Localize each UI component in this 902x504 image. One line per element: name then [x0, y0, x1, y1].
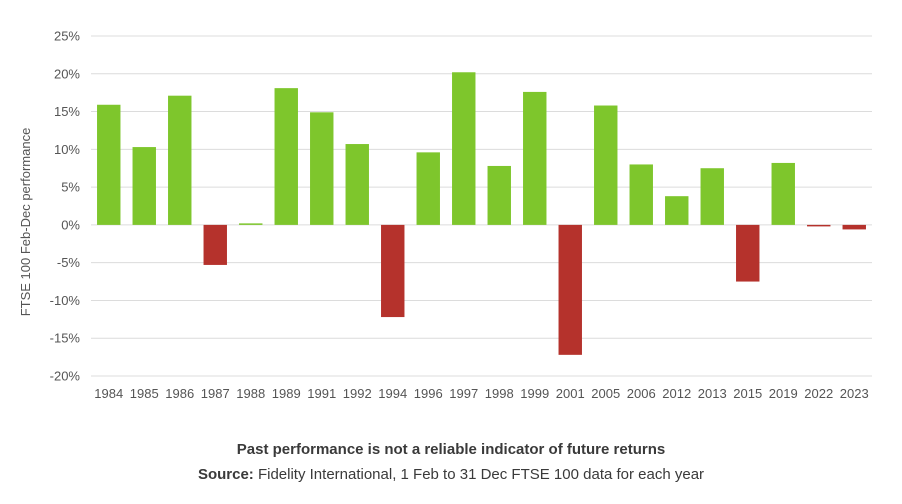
x-tick-label: 1984	[94, 386, 123, 401]
x-tick-label: 2005	[591, 386, 620, 401]
bar-2015	[736, 224, 760, 282]
x-axis-ticks: 1984 1985 1986 1987 1988 1989 1991 1992 1994 1996…	[94, 386, 868, 401]
bar-2006	[629, 164, 653, 225]
bar-1997	[452, 72, 476, 225]
bar-1994	[381, 224, 405, 318]
bar-1996	[416, 152, 440, 225]
x-tick-label: 1988	[236, 386, 265, 401]
source-text: Fidelity International, 1 Feb to 31 Dec …	[253, 466, 705, 483]
bar-2001	[558, 224, 582, 355]
y-axis-label: FTSE 100 Feb-Dec performance	[18, 128, 33, 317]
y-tick-label: 10%	[54, 142, 80, 157]
y-tick-label: 0%	[61, 217, 80, 232]
x-tick-label: 2012	[662, 386, 691, 401]
x-tick-label: 2001	[556, 386, 585, 401]
x-tick-label: 1997	[449, 386, 478, 401]
x-tick-label: 1987	[201, 386, 230, 401]
bars	[97, 72, 866, 355]
bar-1984	[97, 104, 121, 225]
bar-1988	[239, 223, 263, 225]
bar-2005	[594, 105, 618, 225]
bar-1985	[132, 147, 156, 225]
x-tick-label: 2023	[840, 386, 869, 401]
bar-2013	[700, 168, 724, 225]
x-tick-label: 1999	[520, 386, 549, 401]
x-tick-label: 1998	[485, 386, 514, 401]
bar-1987	[203, 224, 227, 265]
chart: 25% 20% 15% 10% 5% 0% -5% -10% -15% -20% 1984 1985…	[18, 29, 872, 401]
x-tick-label: 1986	[165, 386, 194, 401]
y-tick-label: -20%	[50, 369, 81, 384]
source-note: Source: Fidelity International, 1 Feb to…	[0, 466, 902, 483]
bar-2022	[807, 224, 831, 227]
bar-1986	[168, 95, 192, 225]
x-tick-label: 2006	[627, 386, 656, 401]
x-tick-label: 2022	[804, 386, 833, 401]
x-tick-label: 1994	[378, 386, 407, 401]
bar-1991	[310, 112, 334, 225]
x-tick-label: 1989	[272, 386, 301, 401]
y-tick-label: 25%	[54, 29, 80, 44]
y-tick-label: -10%	[50, 293, 81, 308]
x-tick-label: 2019	[769, 386, 798, 401]
bar-2019	[771, 162, 795, 225]
y-tick-label: 5%	[61, 180, 80, 195]
gridlines	[91, 35, 872, 377]
x-tick-label: 1991	[307, 386, 336, 401]
x-tick-label: 1992	[343, 386, 372, 401]
y-tick-label: -15%	[50, 331, 81, 346]
y-tick-label: -5%	[57, 255, 81, 270]
x-tick-label: 2015	[733, 386, 762, 401]
x-tick-label: 2013	[698, 386, 727, 401]
disclaimer-text: Past performance is not a reliable indic…	[236, 441, 666, 458]
bar-1999	[523, 91, 547, 225]
bar-1992	[345, 144, 369, 225]
bar-1998	[487, 165, 511, 225]
bar-2012	[665, 196, 689, 225]
x-tick-label: 1985	[130, 386, 159, 401]
y-tick-label: 20%	[54, 66, 80, 81]
y-axis-ticks: 25% 20% 15% 10% 5% 0% -5% -10% -15% -20%	[50, 29, 81, 384]
y-tick-label: 15%	[54, 104, 80, 119]
bar-2023	[842, 224, 866, 230]
bar-chart-svg: 25% 20% 15% 10% 5% 0% -5% -10% -15% -20% 1984 1985…	[18, 29, 872, 401]
x-tick-label: 1996	[414, 386, 443, 401]
bar-1989	[274, 88, 298, 225]
source-label: Source:	[197, 466, 254, 483]
